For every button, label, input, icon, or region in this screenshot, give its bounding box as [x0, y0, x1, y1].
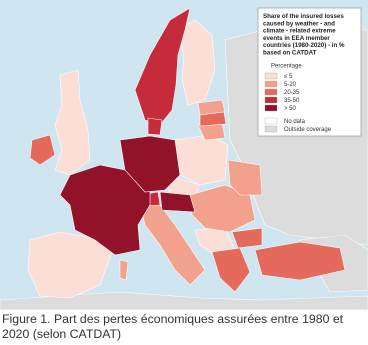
legend-swatch [264, 117, 278, 125]
legend-label: 35-50 [284, 98, 300, 104]
legend-swatch [264, 125, 278, 133]
legend-swatch [264, 72, 278, 80]
legend-label: 5-20 [284, 82, 297, 88]
legend-box [257, 7, 362, 137]
legend-swatch [264, 88, 278, 96]
legend-label: No data [284, 119, 306, 125]
class-20-35 [29, 111, 346, 293]
legend-swatch [264, 96, 278, 104]
legend-label: > 50 [284, 106, 297, 112]
legend-label: 20-35 [284, 90, 300, 96]
legend-label: Outside coverage [284, 127, 332, 133]
legend-label: ≤ 5 [284, 74, 293, 80]
legend-swatch [264, 104, 278, 112]
legend-title: countries (1980-2020) - in % [263, 42, 345, 49]
legend-title: Share of the insured losses [263, 13, 344, 20]
caption: Figure 1. Part des pertes économiques as… [2, 312, 344, 341]
legend-title: caused by weather - and [263, 20, 335, 27]
class-le5 [27, 19, 236, 299]
legend-swatch [264, 80, 278, 88]
legend-title: climate - related extreme [263, 28, 336, 35]
legend-title: based on CATDAT [263, 50, 317, 57]
legend-title: events in EEA member [263, 35, 330, 42]
legend-subtitle: Percentage [271, 64, 302, 70]
class-gt50 [59, 135, 196, 256]
class-5-20 [119, 99, 263, 286]
